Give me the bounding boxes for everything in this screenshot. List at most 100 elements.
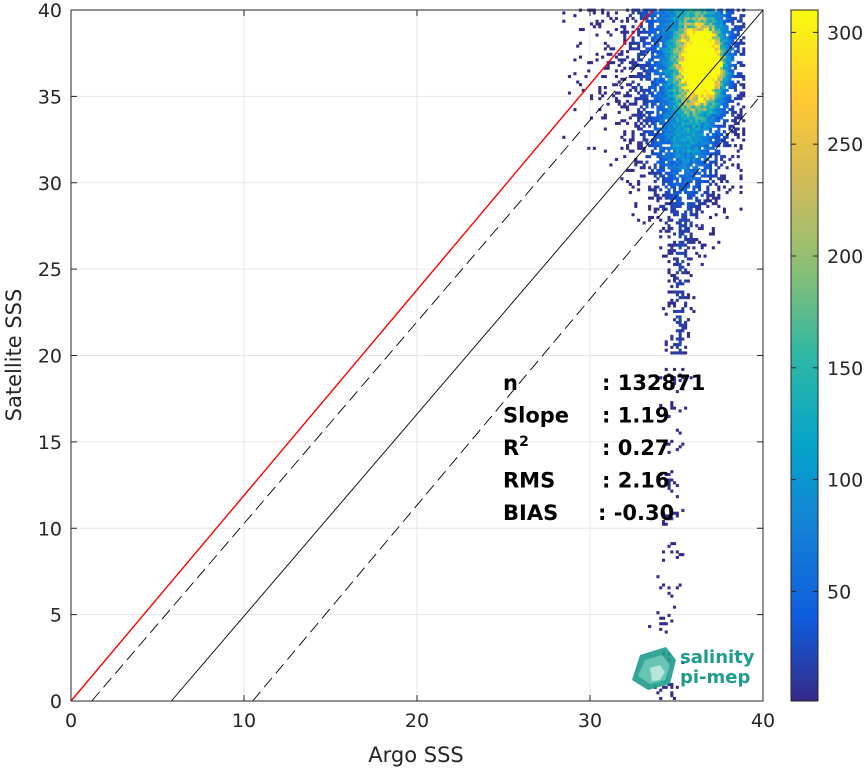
density-bin <box>698 47 702 51</box>
density-bin <box>664 155 668 159</box>
density-bin <box>653 69 657 73</box>
density-bin <box>717 14 721 18</box>
density-bin <box>720 80 724 84</box>
density-bin <box>709 105 713 109</box>
density-bin <box>714 97 718 101</box>
density-bin <box>695 160 699 164</box>
density-bin <box>634 113 638 117</box>
density-bin <box>598 25 602 29</box>
density-bin <box>667 155 671 159</box>
density-bin <box>637 72 641 76</box>
density-bin <box>595 52 599 56</box>
density-bin <box>706 88 710 92</box>
density-bin <box>720 19 724 23</box>
density-bin <box>675 39 679 43</box>
density-bin <box>725 144 729 148</box>
density-bin <box>573 72 577 76</box>
density-bin <box>662 514 666 518</box>
density-bin <box>725 61 729 65</box>
density-bin <box>720 52 724 56</box>
density-bin <box>656 41 660 45</box>
density-bin <box>667 146 671 150</box>
density-bin <box>733 119 737 123</box>
density-bin <box>620 77 624 81</box>
density-bin <box>689 124 693 128</box>
density-bin <box>681 25 685 29</box>
density-bin <box>686 94 690 98</box>
density-bin <box>686 47 690 51</box>
density-bin <box>700 224 704 228</box>
density-bin <box>664 39 668 43</box>
density-bin <box>733 44 737 48</box>
density-bin <box>670 88 674 92</box>
density-bin <box>656 193 660 197</box>
density-bin <box>670 102 674 106</box>
density-bin <box>645 99 649 103</box>
density-bin <box>709 33 713 37</box>
density-bin <box>706 22 710 26</box>
density-bin <box>681 149 685 153</box>
density-bin <box>717 16 721 20</box>
density-bin <box>667 613 671 617</box>
density-bin <box>742 105 746 109</box>
density-bin <box>662 583 666 587</box>
density-bin <box>681 240 685 244</box>
density-bin <box>653 116 657 120</box>
density-bin <box>703 141 707 145</box>
density-bin <box>664 116 668 120</box>
colorbar-tick-label: 50 <box>827 581 851 603</box>
density-bin <box>678 11 682 15</box>
density-bin <box>692 11 696 15</box>
density-bin <box>675 511 679 515</box>
density-bin <box>725 97 729 101</box>
density-bin <box>717 22 721 26</box>
density-bin <box>662 47 666 51</box>
density-bin <box>667 138 671 142</box>
density-bin <box>700 130 704 134</box>
density-bin <box>706 108 710 112</box>
density-bin <box>695 210 699 214</box>
density-bin <box>717 127 721 131</box>
density-bin <box>662 168 666 172</box>
density-bin <box>650 105 654 109</box>
density-bin <box>717 88 721 92</box>
density-bin <box>670 144 674 148</box>
density-bin <box>706 157 710 161</box>
density-bin <box>673 301 677 305</box>
density-bin <box>706 66 710 70</box>
density-bin <box>659 113 663 117</box>
density-bin <box>662 91 666 95</box>
density-bin <box>650 196 654 200</box>
density-bin <box>670 155 674 159</box>
density-bin <box>648 30 652 34</box>
density-bin <box>692 171 696 175</box>
density-bin <box>709 177 713 181</box>
density-bin <box>695 39 699 43</box>
density-bin <box>659 58 663 62</box>
density-bin <box>681 88 685 92</box>
density-bin <box>714 80 718 84</box>
density-bin <box>670 185 674 189</box>
density-bin <box>698 50 702 54</box>
density-bin <box>634 160 638 164</box>
density-bin <box>709 130 713 134</box>
density-bin <box>675 276 679 280</box>
density-bin <box>695 55 699 59</box>
density-bin <box>689 146 693 150</box>
density-bin <box>617 99 621 103</box>
density-bin <box>664 50 668 54</box>
density-bin <box>709 152 713 156</box>
density-bin <box>722 14 726 18</box>
density-bin <box>706 135 710 139</box>
density-bin <box>689 50 693 54</box>
density-bin <box>686 36 690 40</box>
density-bin <box>656 110 660 114</box>
density-bin <box>684 130 688 134</box>
density-bin <box>653 88 657 92</box>
density-bin <box>675 180 679 184</box>
density-bin <box>739 16 743 20</box>
density-bin <box>695 28 699 32</box>
density-bin <box>656 97 660 101</box>
density-bin <box>659 616 663 620</box>
density-bin <box>639 75 643 79</box>
